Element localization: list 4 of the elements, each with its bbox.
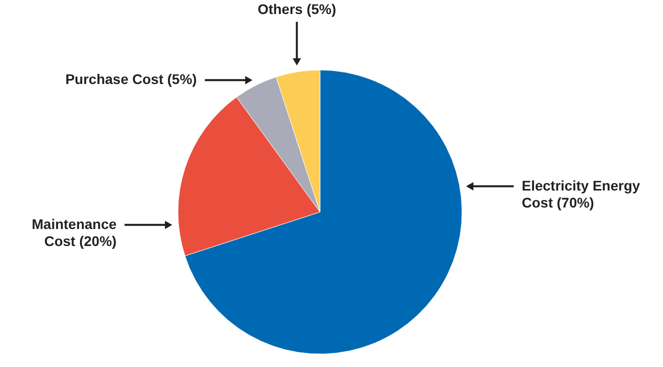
slice-label: Others (5%) [258, 0, 336, 17]
slice-label: Maintenance Cost (20%) [32, 216, 117, 249]
slice-label: Purchase Cost (5%) [65, 71, 197, 88]
slice-label: Electricity Energy Cost (70%) [522, 177, 640, 210]
